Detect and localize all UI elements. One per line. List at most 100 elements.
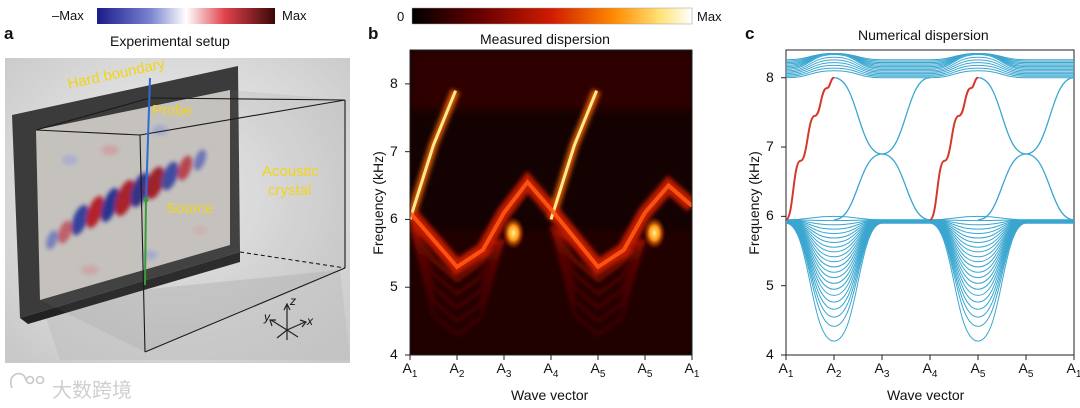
xtick-label-c-0-base: A (778, 360, 788, 376)
heatmap-bulk-band-1-4 (549, 225, 647, 324)
heatmap-bulk-band-0-4 (410, 225, 506, 324)
xtick-label-c-5-sub: 5 (1027, 368, 1034, 380)
ytick-label-c-1: 7 (766, 138, 774, 155)
axes-glyph (269, 302, 308, 340)
xtick-label-c-3: A4 (923, 360, 938, 380)
xtick-label-b-6-base: A (684, 360, 694, 376)
xtick-label-b-6-sub: 1 (693, 368, 700, 380)
axes-b (405, 83, 693, 360)
colorbar-b (411, 7, 693, 25)
heatmap-bulk-band-1-5 (549, 225, 647, 337)
xtick-label-b-3-sub: 4 (552, 368, 559, 380)
acoustic-field-pattern (36, 90, 230, 300)
source-point (143, 197, 149, 203)
source-line (144, 197, 147, 286)
xtick-label-b-0-sub: 1 (411, 368, 418, 380)
xtick-label-c-2-base: A (874, 360, 884, 376)
ytick-label-c-0: 8 (766, 68, 774, 85)
series-crossing-upper-2 (833, 77, 931, 221)
xtick-label-b-4-base: A (590, 360, 600, 376)
xtick-label-b-2: A3 (497, 360, 512, 380)
crystal-label-line2: crystal (268, 182, 312, 199)
axis-glyph-x: x (307, 314, 313, 328)
series-edge-state-1 (785, 76, 835, 221)
xtick-label-c-1: A2 (827, 360, 842, 380)
heatmap-bulk-band-1-3 (549, 225, 647, 310)
panel-c-title: Numerical dispersion (858, 27, 989, 43)
xtick-label-c-0-sub: 1 (787, 368, 794, 380)
xtick-label-b-0-base: A (402, 360, 412, 376)
xtick-label-b-4: A5 (591, 360, 606, 380)
axes-c (781, 77, 1075, 360)
source-label: Source (166, 200, 214, 217)
xtick-label-c-1-base: A (826, 360, 836, 376)
xtick-label-b-1-base: A (449, 360, 459, 376)
plot-c (785, 52, 1075, 342)
xtick-label-c-4-sub: 5 (979, 368, 986, 380)
watermark-logo (9, 372, 45, 389)
xtick-label-c-6: A1 (1067, 360, 1080, 380)
panel-letter-c: c (745, 24, 755, 43)
colorbar-b-max-label: Max (697, 9, 722, 24)
xtick-label-c-4-base: A (970, 360, 980, 376)
heatmap-bulk-band-0-1 (410, 225, 506, 283)
ytick-label-b-1: 7 (390, 142, 398, 159)
heatmap-bright-spot-1 (643, 217, 666, 249)
series-crossing-upper-4 (977, 77, 1075, 221)
upper-band-line-3 (785, 62, 1074, 75)
upper-band-line-13 (785, 52, 1074, 61)
xtick-label-b-5-base: A (637, 360, 647, 376)
heatmap-bulk-band-1-2 (549, 225, 647, 296)
xtick-label-b-3-base: A (543, 360, 553, 376)
panel-letter-b: b (368, 24, 379, 43)
ytick-label-b-2: 6 (390, 210, 398, 227)
upper-band-line-6 (785, 53, 1074, 70)
upper-band-line-5 (785, 56, 1074, 72)
xtick-label-b-6: A1 (685, 360, 700, 380)
colorbar-b-min-label: 0 (397, 9, 405, 24)
crystal-label-line1: Acoustic (262, 163, 319, 180)
heatmap-bulk-band-0-3 (410, 225, 506, 310)
xtick-label-c-6-base: A (1066, 360, 1076, 376)
upper-band-line-2 (785, 64, 1074, 76)
heatmap-bright-spot-0 (502, 217, 525, 249)
xtick-label-b-0: A1 (403, 360, 418, 380)
heatmap-edge-mode-bright (410, 90, 457, 220)
panel-letter-a: a (4, 24, 14, 43)
crystal-box (35, 90, 346, 353)
ytick-label-b-3: 5 (390, 278, 398, 295)
panel-a-title: Experimental setup (110, 33, 230, 49)
xtick-label-b-5-sub: 5 (646, 368, 653, 380)
panel-b-title: Measured dispersion (480, 31, 610, 47)
watermark-text: 大数跨境 (52, 378, 132, 402)
xtick-label-c-5: A5 (1019, 360, 1034, 380)
colorbar-a (97, 8, 275, 24)
series-edge-state-2 (929, 76, 979, 221)
panel-b-xlabel: Wave vector (511, 387, 589, 403)
heatmap-upper-band-edge (410, 179, 692, 270)
xtick-label-b-2-base: A (496, 360, 506, 376)
hard-boundary-slab-edge (20, 252, 240, 324)
ytick-label-c-2: 6 (766, 207, 774, 224)
xtick-label-b-4-sub: 5 (599, 368, 606, 380)
heatmap-bulk-band-1-1 (549, 225, 647, 283)
panel-c-xlabel: Wave vector (887, 387, 965, 403)
colorbar-a-max-label: Max (282, 8, 307, 23)
heatmap-b (410, 50, 692, 355)
xtick-label-c-0: A1 (779, 360, 794, 380)
panel-c-ylabel: Frequency (kHz) (746, 151, 762, 255)
plot-frame-c (785, 49, 1075, 356)
xtick-label-b-5: A5 (638, 360, 653, 380)
xtick-label-c-2: A3 (875, 360, 890, 380)
axis-glyph-z: z (290, 294, 296, 308)
upper-band-line-1 (785, 67, 1074, 77)
ytick-label-b-4: 4 (390, 346, 398, 362)
ytick-label-c-3: 5 (766, 276, 774, 293)
xtick-label-c-1-sub: 2 (835, 368, 842, 380)
xtick-label-b-3: A4 (544, 360, 559, 380)
xtick-label-c-5-base: A (1018, 360, 1028, 376)
xtick-label-c-6-sub: 1 (1075, 368, 1080, 380)
ytick-label-c-4: 4 (766, 346, 774, 362)
upper-band-line-4 (785, 59, 1074, 73)
